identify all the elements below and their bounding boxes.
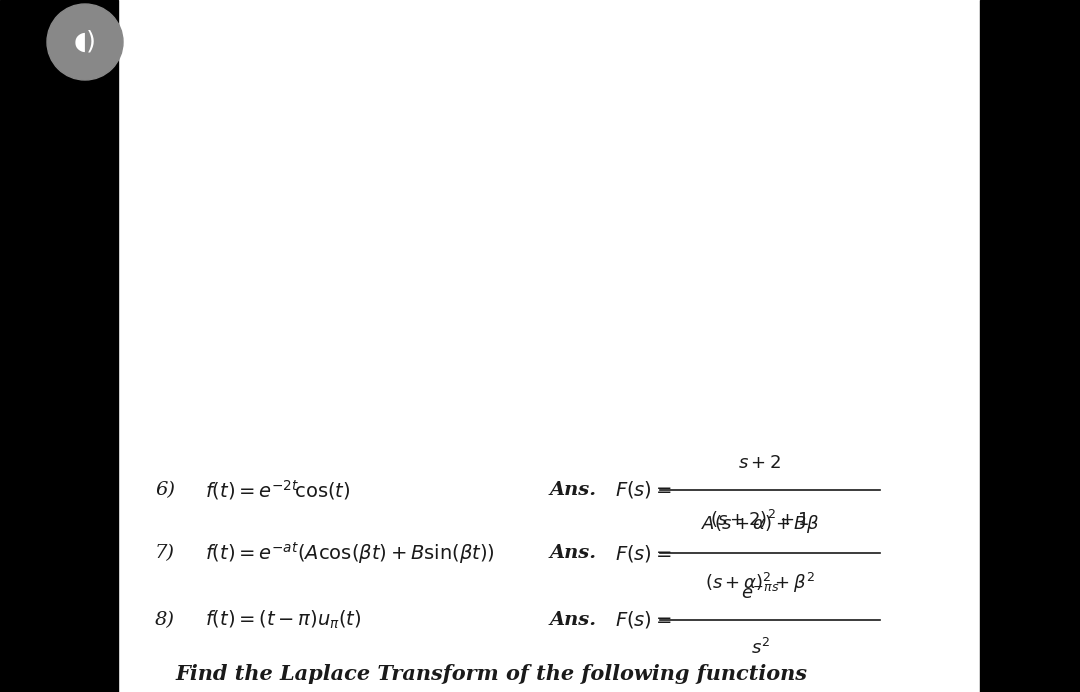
Text: $e^{-\pi s}$: $e^{-\pi s}$: [741, 584, 779, 602]
Text: $(s+2)^{2}+1$: $(s+2)^{2}+1$: [711, 508, 810, 530]
Text: $s+2$: $s+2$: [739, 454, 782, 472]
Text: $F(s)=$: $F(s)=$: [615, 610, 672, 630]
Text: Find the Laplace Transform of the following functions: Find the Laplace Transform of the follow…: [175, 664, 807, 684]
Bar: [980, 0, 1080, 692]
Text: $f(t) = (t-\pi)u_{\pi}(t)$: $f(t) = (t-\pi)u_{\pi}(t)$: [205, 609, 362, 631]
Text: $f(t) = e^{-at}(A\cos(\beta t)+B\sin(\beta t))$: $f(t) = e^{-at}(A\cos(\beta t)+B\sin(\be…: [205, 540, 495, 566]
Text: 8): 8): [156, 611, 175, 629]
Text: $F(s)=$: $F(s)=$: [615, 480, 672, 500]
Text: $F(s)=$: $F(s)=$: [615, 543, 672, 563]
Text: 7): 7): [156, 544, 175, 562]
Text: $(s+\alpha)^{2}+\beta^{2}$: $(s+\alpha)^{2}+\beta^{2}$: [705, 571, 815, 595]
Text: $A(s+\alpha)+B\beta$: $A(s+\alpha)+B\beta$: [701, 513, 819, 535]
Circle shape: [48, 4, 123, 80]
Text: Ans.: Ans.: [550, 611, 597, 629]
Text: 6): 6): [156, 481, 175, 499]
Bar: [0, 0, 118, 692]
Text: Ans.: Ans.: [550, 481, 597, 499]
Text: $s^{2}$: $s^{2}$: [751, 638, 769, 658]
Text: Ans.: Ans.: [550, 544, 597, 562]
Text: ◖): ◖): [73, 30, 96, 54]
Text: $f(t) = e^{-2t}\!\cos(t)$: $f(t) = e^{-2t}\!\cos(t)$: [205, 478, 350, 502]
